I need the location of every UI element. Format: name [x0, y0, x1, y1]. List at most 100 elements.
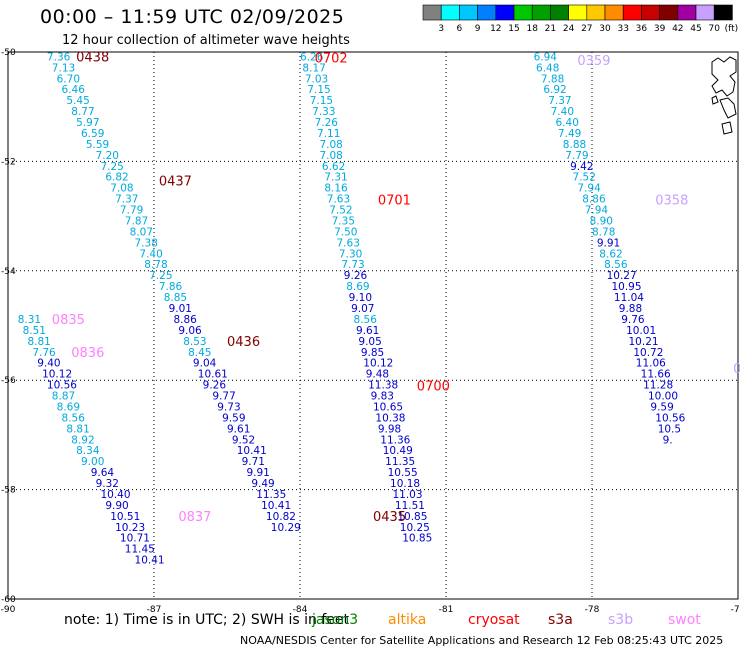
wave-height-value: 7.33	[312, 106, 335, 118]
legend-value-label: 6	[457, 24, 463, 34]
legend-value-label: 24	[563, 24, 575, 34]
wave-height-value: 9.85	[361, 347, 384, 359]
wave-height-value: 11.38	[368, 380, 398, 392]
wave-height-value: 5.59	[86, 139, 109, 151]
pass-time-label: 0359	[577, 54, 610, 69]
plot-frame	[7, 51, 739, 600]
wave-height-value: 6.46	[62, 84, 86, 96]
wave-height-value: 10.18	[390, 478, 420, 490]
wave-height-value: 7.37	[548, 95, 571, 107]
pass-time-label: 0437	[159, 175, 192, 190]
pass-time-label: 0436	[227, 335, 260, 350]
wave-height-value: 6.92	[543, 84, 566, 96]
wave-height-value: 7.94	[577, 183, 601, 195]
satellite-s3a: s3a	[548, 612, 573, 628]
wave-height-value: 7.11	[317, 128, 340, 140]
wave-height-value: 9.59	[650, 401, 673, 413]
legend-value-label: 45	[690, 24, 701, 34]
wave-height-value: 8.53	[183, 336, 206, 348]
wave-height-value: 8.17	[302, 62, 325, 74]
wave-height-value: 7.08	[319, 139, 342, 151]
wave-height-value: 8.62	[599, 248, 622, 260]
wave-height-value: 7.40	[551, 106, 574, 118]
wave-height-value: 7.40	[139, 248, 162, 260]
wave-height-value: 9.	[663, 434, 673, 446]
pass-time-label: 0438	[76, 50, 109, 65]
wave-height-value: 8.07	[130, 226, 153, 238]
wave-height-value: 10.49	[383, 445, 413, 457]
coastline-shape	[711, 56, 737, 135]
satellite-altika: altika	[388, 612, 427, 628]
legend-value-label: 33	[617, 24, 628, 34]
wave-height-value: 10.41	[261, 500, 291, 512]
wave-height-value: 9.00	[81, 456, 104, 468]
y-tick-label: -54	[1, 267, 16, 277]
pass-time-labels: 0438 0437 0436 0435 0702 0701 0700 0359 0358 035 0…	[52, 50, 740, 524]
wave-height-value: 6.82	[105, 172, 128, 184]
legend-swatch	[459, 4, 478, 21]
pass-time-label: 035	[733, 362, 740, 377]
wave-height-value: 9.98	[378, 423, 401, 435]
wave-height-value: 9.01	[169, 303, 192, 315]
wave-height-value: 9.71	[242, 456, 265, 468]
wave-height-value: 6.94	[534, 51, 558, 63]
wave-height-value: 11.03	[392, 489, 422, 501]
legend-value-label: 70	[708, 24, 720, 34]
wave-height-value: 8.81	[27, 336, 50, 348]
legend-swatch	[586, 4, 606, 21]
wave-height-value: 9.88	[619, 303, 642, 315]
pass-time-label: 0836	[71, 346, 104, 361]
legend-swatch	[531, 4, 551, 21]
legend-value-label: 12	[490, 24, 501, 34]
wave-height-value: 9.61	[227, 423, 250, 435]
wave-height-value: 7.88	[541, 73, 564, 85]
wave-height-value: 10.41	[237, 445, 267, 457]
wave-height-value: 10.85	[402, 533, 432, 545]
wave-height-value: 10.38	[375, 412, 405, 424]
y-tick-label: -56	[1, 376, 16, 386]
wave-height-value: 8.88	[563, 139, 586, 151]
wave-height-value: 9.77	[212, 391, 235, 403]
wave-height-value: 9.61	[356, 325, 379, 337]
satellite-swot: swot	[668, 612, 701, 628]
wave-height-value: 8.86	[582, 194, 606, 206]
wave-height-value: 7.76	[32, 347, 56, 359]
wave-height-value: 9.42	[570, 161, 593, 173]
wave-height-value: 10.72	[633, 347, 663, 359]
wave-height-value: 7.20	[96, 150, 119, 162]
wave-height-value: 9.10	[349, 292, 372, 304]
wave-height-value: 6.40	[556, 117, 579, 129]
legend-value-label: 42	[672, 24, 683, 34]
wave-height-value: 10.27	[607, 270, 637, 282]
wave-height-value: 8.81	[66, 423, 89, 435]
wave-height-value: 10.40	[100, 489, 130, 501]
wave-height-value: 5.45	[66, 95, 89, 107]
wave-height-value: 8.56	[62, 412, 86, 424]
y-tick-label: -60	[1, 595, 16, 605]
wave-height-value: 9.26	[344, 270, 368, 282]
legend-swatch	[622, 4, 642, 21]
wave-height-value: 10.61	[198, 369, 228, 381]
wave-height-value: 7.37	[115, 194, 138, 206]
wave-height-value: 9.49	[251, 478, 274, 490]
x-tick-label: -84	[293, 605, 308, 615]
wave-height-value: 8.86	[173, 314, 197, 326]
wave-height-value: 5.97	[76, 117, 99, 129]
wave-height-value: 8.31	[18, 314, 41, 326]
wave-height-value: 10.29	[271, 522, 301, 534]
legend-swatch	[659, 4, 679, 21]
wave-height-value: 9.05	[358, 336, 381, 348]
pass-time-label: 0701	[378, 194, 411, 209]
wave-height-value: 6.59	[81, 128, 104, 140]
wave-height-value: 7.15	[310, 95, 333, 107]
footer-credit: NOAA/NESDIS Center for Satellite Applica…	[240, 634, 724, 647]
wave-height-value: 7.86	[159, 281, 183, 293]
wave-height-value: 7.94	[585, 205, 609, 217]
legend-value-label: 18	[526, 24, 538, 34]
wave-height-value: 10.00	[648, 391, 678, 403]
satellite-s3b: s3b	[608, 612, 634, 628]
wave-height-value: 10.51	[110, 511, 140, 523]
wave-height-value: 7.63	[327, 194, 350, 206]
pass-time-label: 0702	[315, 51, 348, 66]
legend-value-label: 27	[581, 24, 592, 34]
